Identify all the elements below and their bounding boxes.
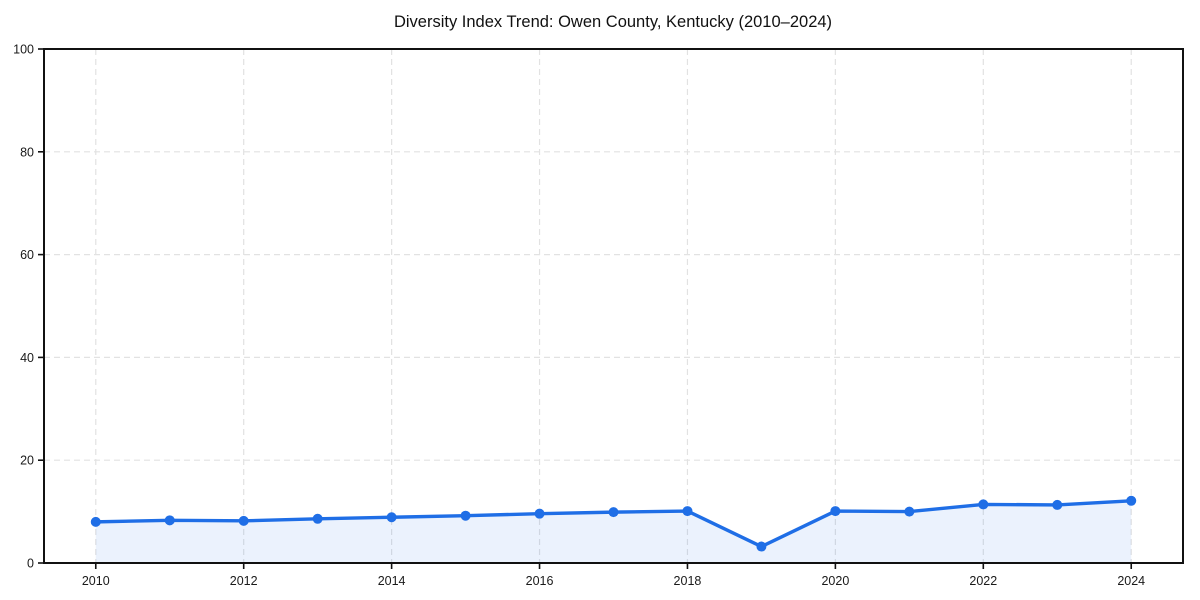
x-tick-label: 2018 <box>674 574 702 588</box>
axis-frame <box>43 48 1184 564</box>
data-point-2019 <box>756 541 767 552</box>
data-point-2020 <box>830 506 841 517</box>
x-tick-label: 2022 <box>969 574 997 588</box>
data-point-2017 <box>608 507 619 518</box>
chart-title: Diversity Index Trend: Owen County, Kent… <box>394 13 832 31</box>
y-tick-label: 40 <box>20 351 34 365</box>
data-point-2012 <box>238 515 249 526</box>
x-tick-label: 2010 <box>82 574 110 588</box>
y-tick-label: 20 <box>20 454 34 468</box>
y-tick-label: 80 <box>20 145 34 159</box>
y-tick-label: 0 <box>27 557 34 571</box>
data-point-2023 <box>1052 499 1063 510</box>
data-point-2024 <box>1126 495 1137 506</box>
data-point-2021 <box>904 506 915 517</box>
data-point-2010 <box>90 516 101 527</box>
data-point-2013 <box>312 513 323 524</box>
area-fill <box>95 500 1132 563</box>
data-point-2011 <box>164 515 175 526</box>
x-tick-label: 2012 <box>230 574 258 588</box>
data-point-2016 <box>534 508 545 519</box>
data-point-2015 <box>460 510 471 521</box>
x-tick-label: 2020 <box>821 574 849 588</box>
data-point-2022 <box>978 499 989 510</box>
y-tick-label: 100 <box>13 43 34 57</box>
x-tick-label: 2024 <box>1117 574 1145 588</box>
x-tick-label: 2016 <box>526 574 554 588</box>
y-tick-label: 60 <box>20 248 34 262</box>
data-point-2014 <box>386 512 397 523</box>
data-point-2018 <box>682 506 693 517</box>
x-tick-label: 2014 <box>378 574 406 588</box>
